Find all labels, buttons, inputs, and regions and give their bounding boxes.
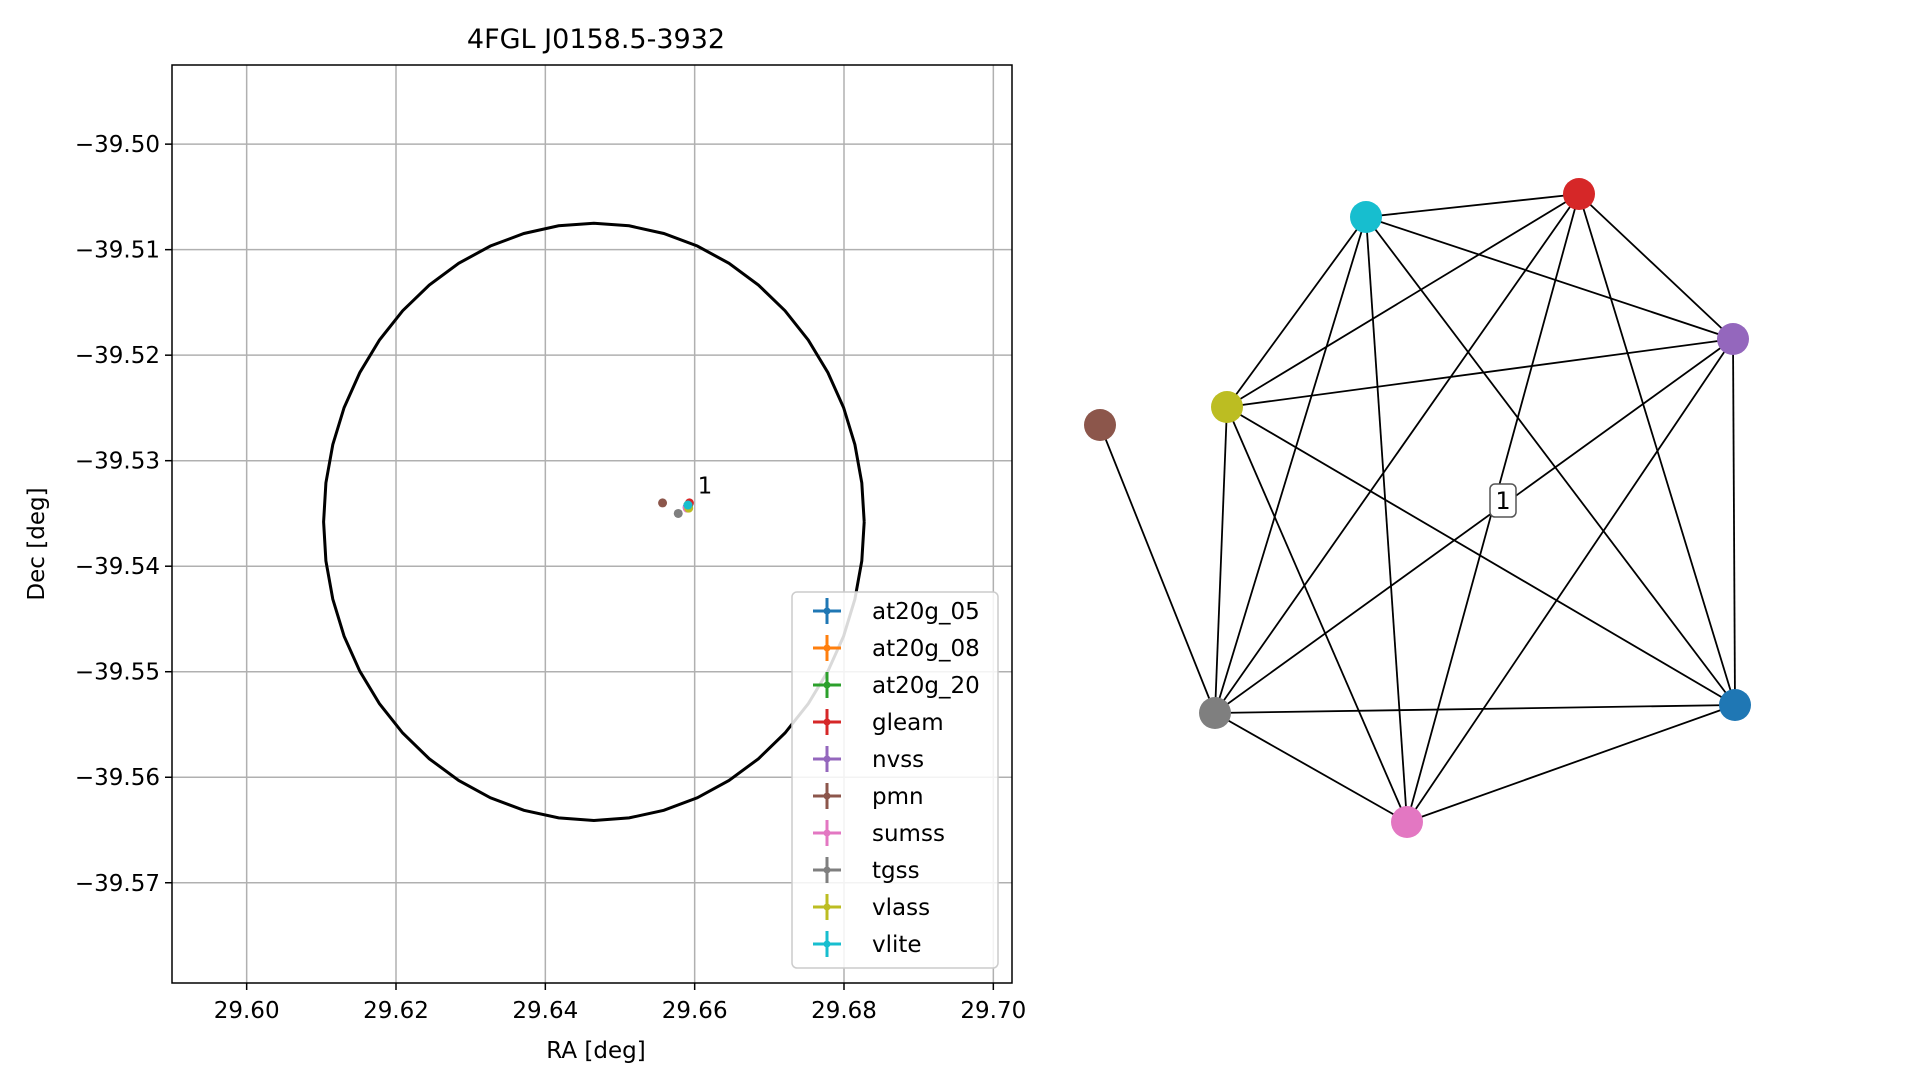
y-axis-label: Dec [deg] bbox=[24, 487, 50, 600]
edge-vlite-vlass bbox=[1226, 216, 1367, 408]
y-tick-label: −39.51 bbox=[75, 238, 160, 264]
edge-nvss-sumss bbox=[1406, 338, 1734, 823]
y-axis-ticks: −39.50 −39.51 −39.52 −39.53 −39.54 −39.55 −39.… bbox=[75, 132, 172, 897]
edge-gleam-tgss bbox=[1214, 193, 1580, 714]
y-tick-label: −39.55 bbox=[75, 660, 160, 686]
edge-nvss-tgss bbox=[1214, 338, 1734, 714]
axes-frame bbox=[171, 64, 1013, 984]
legend-marker-dot bbox=[823, 866, 831, 874]
edge-gleam-vlass bbox=[1226, 193, 1580, 408]
node-vlass bbox=[1211, 391, 1243, 423]
edge-gleam-at20g-05 bbox=[1578, 193, 1736, 706]
x-tick-label: 29.68 bbox=[811, 998, 877, 1024]
legend-marker-dot bbox=[823, 607, 831, 615]
legend-marker-dot bbox=[823, 718, 831, 726]
node-gleam bbox=[1563, 178, 1595, 210]
node-vlite bbox=[1350, 201, 1382, 233]
edge-vlass-sumss bbox=[1226, 406, 1408, 823]
y-tick-label: −39.52 bbox=[75, 343, 160, 369]
legend-label: pmn bbox=[872, 784, 924, 810]
point-vlite bbox=[683, 500, 693, 510]
group-label: 1 bbox=[1489, 483, 1517, 518]
chart-title: 4FGL J0158.5-3932 bbox=[467, 24, 725, 55]
legend-entry-at20g-08: at20g_08 bbox=[813, 635, 980, 662]
y-tick-label: −39.50 bbox=[75, 132, 160, 158]
x-tick-label: 29.70 bbox=[960, 998, 1026, 1024]
point-pmn bbox=[658, 498, 668, 508]
legend-marker-dot bbox=[823, 903, 831, 911]
legend-entry-at20g-05: at20g_05 bbox=[813, 598, 980, 625]
x-axis-label: RA [deg] bbox=[546, 1038, 645, 1064]
y-tick-label: −39.53 bbox=[75, 449, 160, 475]
x-tick-label: 29.62 bbox=[363, 998, 429, 1024]
edge-sumss-at20g-05 bbox=[1406, 704, 1736, 823]
legend-entry-pmn: pmn bbox=[813, 783, 924, 810]
legend-label: vlass bbox=[872, 895, 930, 921]
legend-marker-dot bbox=[823, 644, 831, 652]
point-annotation: 1 bbox=[698, 474, 713, 500]
legend-marker-dot bbox=[823, 829, 831, 837]
y-tick-label: −39.57 bbox=[75, 871, 160, 897]
legend-entry-gleam: gleam bbox=[813, 709, 944, 736]
gridlines bbox=[172, 65, 1012, 983]
annotations-layer: 1 bbox=[698, 474, 713, 500]
legend-label: at20g_08 bbox=[872, 636, 980, 662]
network-nodes-layer bbox=[1084, 178, 1751, 838]
legend-entry-sumss: sumss bbox=[813, 820, 945, 847]
x-axis-ticks: 29.60 29.62 29.64 29.66 29.68 29.70 bbox=[214, 983, 1026, 1024]
group-label-box bbox=[1489, 483, 1517, 518]
legend-entry-tgss: tgss bbox=[813, 857, 920, 884]
legend-label: sumss bbox=[872, 821, 945, 847]
edge-gleam-nvss bbox=[1578, 193, 1734, 340]
edge-vlass-at20g-05 bbox=[1226, 406, 1736, 706]
scatter-panel: 29.60 29.62 29.64 29.66 29.68 29.70 −39.50−39… bbox=[24, 24, 1026, 1064]
legend-label: tgss bbox=[872, 858, 920, 884]
edge-vlite-tgss bbox=[1214, 216, 1367, 714]
legend-entry-vlass: vlass bbox=[813, 894, 930, 921]
y-tick-label: −39.56 bbox=[75, 765, 160, 791]
edge-vlite-nvss bbox=[1365, 216, 1734, 340]
node-sumss bbox=[1391, 806, 1423, 838]
node-pmn bbox=[1084, 409, 1116, 441]
uncertainty-ellipse-layer bbox=[322, 221, 866, 823]
y-tick-label: −39.54 bbox=[75, 554, 160, 580]
edge-nvss-vlass bbox=[1226, 338, 1734, 408]
legend-marker-dot bbox=[823, 792, 831, 800]
legend-label: at20g_20 bbox=[872, 673, 980, 699]
node-tgss bbox=[1199, 697, 1231, 729]
x-tick-label: 29.60 bbox=[214, 998, 280, 1024]
legend-entry-at20g-20: at20g_20 bbox=[813, 672, 980, 699]
group-label-text: 1 bbox=[1495, 487, 1510, 515]
point-tgss bbox=[673, 508, 683, 518]
node-at20g-05 bbox=[1719, 689, 1751, 721]
edge-vlass-tgss bbox=[1214, 406, 1228, 714]
legend-marker-dot bbox=[823, 940, 831, 948]
x-tick-label: 29.64 bbox=[512, 998, 578, 1024]
legend-marker-dot bbox=[823, 755, 831, 763]
edge-vlite-at20g-05 bbox=[1365, 216, 1736, 706]
edge-nvss-at20g-05 bbox=[1732, 338, 1736, 706]
legend-entry-nvss: nvss bbox=[813, 746, 924, 773]
legend-entry-vlite: vlite bbox=[813, 931, 922, 958]
network-edges-layer bbox=[1099, 193, 1736, 823]
network-panel: 1 bbox=[1084, 178, 1751, 838]
legend-label: vlite bbox=[872, 932, 922, 958]
legend-label: nvss bbox=[872, 747, 924, 773]
node-nvss bbox=[1717, 323, 1749, 355]
legend-label: gleam bbox=[872, 710, 944, 736]
legend-label: at20g_05 bbox=[872, 599, 980, 625]
source-points-layer bbox=[658, 498, 694, 518]
edge-tgss-at20g-05 bbox=[1214, 704, 1736, 714]
uncertainty-ellipse bbox=[322, 221, 866, 823]
legend-marker-dot bbox=[823, 681, 831, 689]
edge-tgss-sumss bbox=[1214, 712, 1408, 823]
legend-box bbox=[791, 591, 999, 969]
x-tick-label: 29.66 bbox=[662, 998, 728, 1024]
edge-pmn-tgss bbox=[1099, 424, 1216, 714]
edge-vlite-gleam bbox=[1365, 193, 1580, 218]
